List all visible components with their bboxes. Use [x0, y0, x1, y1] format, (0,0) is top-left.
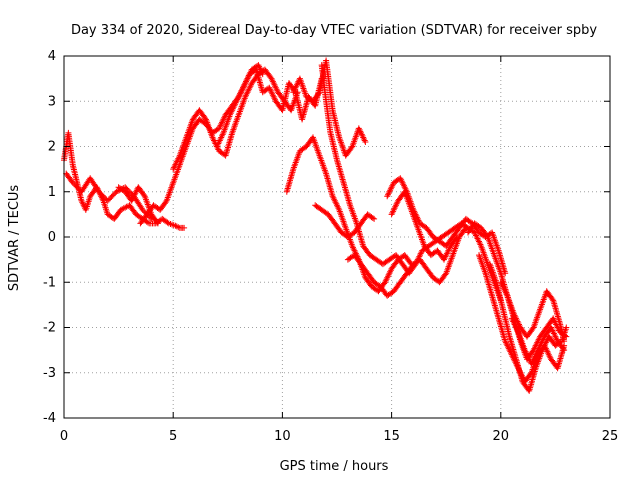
series-marks	[170, 66, 301, 173]
series-track-9	[283, 134, 415, 295]
series-track-17	[497, 279, 568, 345]
series-track-16	[486, 261, 570, 394]
series-marks	[290, 57, 369, 159]
y-tick-label: -1	[43, 275, 56, 290]
series-marks	[384, 175, 509, 277]
y-tick-label: 1	[48, 185, 56, 200]
x-tick-label: 5	[169, 429, 177, 444]
series-track-1	[61, 129, 188, 231]
x-axis-label: GPS time / hours	[280, 459, 389, 474]
series-track-13	[388, 188, 461, 263]
series-marks	[137, 62, 266, 227]
series-track-4	[137, 62, 266, 227]
y-tick-label: 4	[48, 49, 56, 64]
series-marks	[388, 188, 461, 263]
x-tick-label: 0	[60, 429, 68, 444]
series-track-10	[312, 202, 378, 240]
series-marks	[283, 134, 415, 295]
axis-ticks: 0 5 10 15 20 25 -4 -3 -2 -1 0 1 2 3 4	[43, 49, 618, 444]
series-track-7	[290, 57, 369, 159]
series-track-5	[170, 66, 301, 173]
x-tick-label: 15	[383, 429, 400, 444]
x-tick-label: 25	[602, 429, 619, 444]
series-marks	[61, 129, 188, 231]
y-tick-label: -4	[43, 411, 56, 426]
y-tick-label: -3	[43, 366, 56, 381]
y-axis-label: SDTVAR / TECUs	[7, 185, 22, 292]
series-marks	[344, 224, 469, 299]
series-marks	[508, 315, 568, 367]
y-tick-label: 2	[48, 140, 56, 155]
series-marks	[312, 202, 378, 240]
y-tick-label: -2	[43, 321, 56, 336]
series-marks	[497, 279, 568, 345]
data-marks	[61, 57, 570, 394]
series-track-18	[508, 315, 568, 367]
grid	[64, 56, 610, 418]
y-tick-label: 0	[48, 230, 56, 245]
y-tick-label: 3	[48, 94, 56, 109]
x-tick-label: 20	[493, 429, 510, 444]
series-track-12	[384, 175, 509, 277]
x-tick-label: 10	[274, 429, 291, 444]
series-track-11	[344, 224, 469, 299]
series-marks	[486, 261, 570, 394]
chart-title: Day 334 of 2020, Sidereal Day-to-day VTE…	[71, 23, 597, 38]
